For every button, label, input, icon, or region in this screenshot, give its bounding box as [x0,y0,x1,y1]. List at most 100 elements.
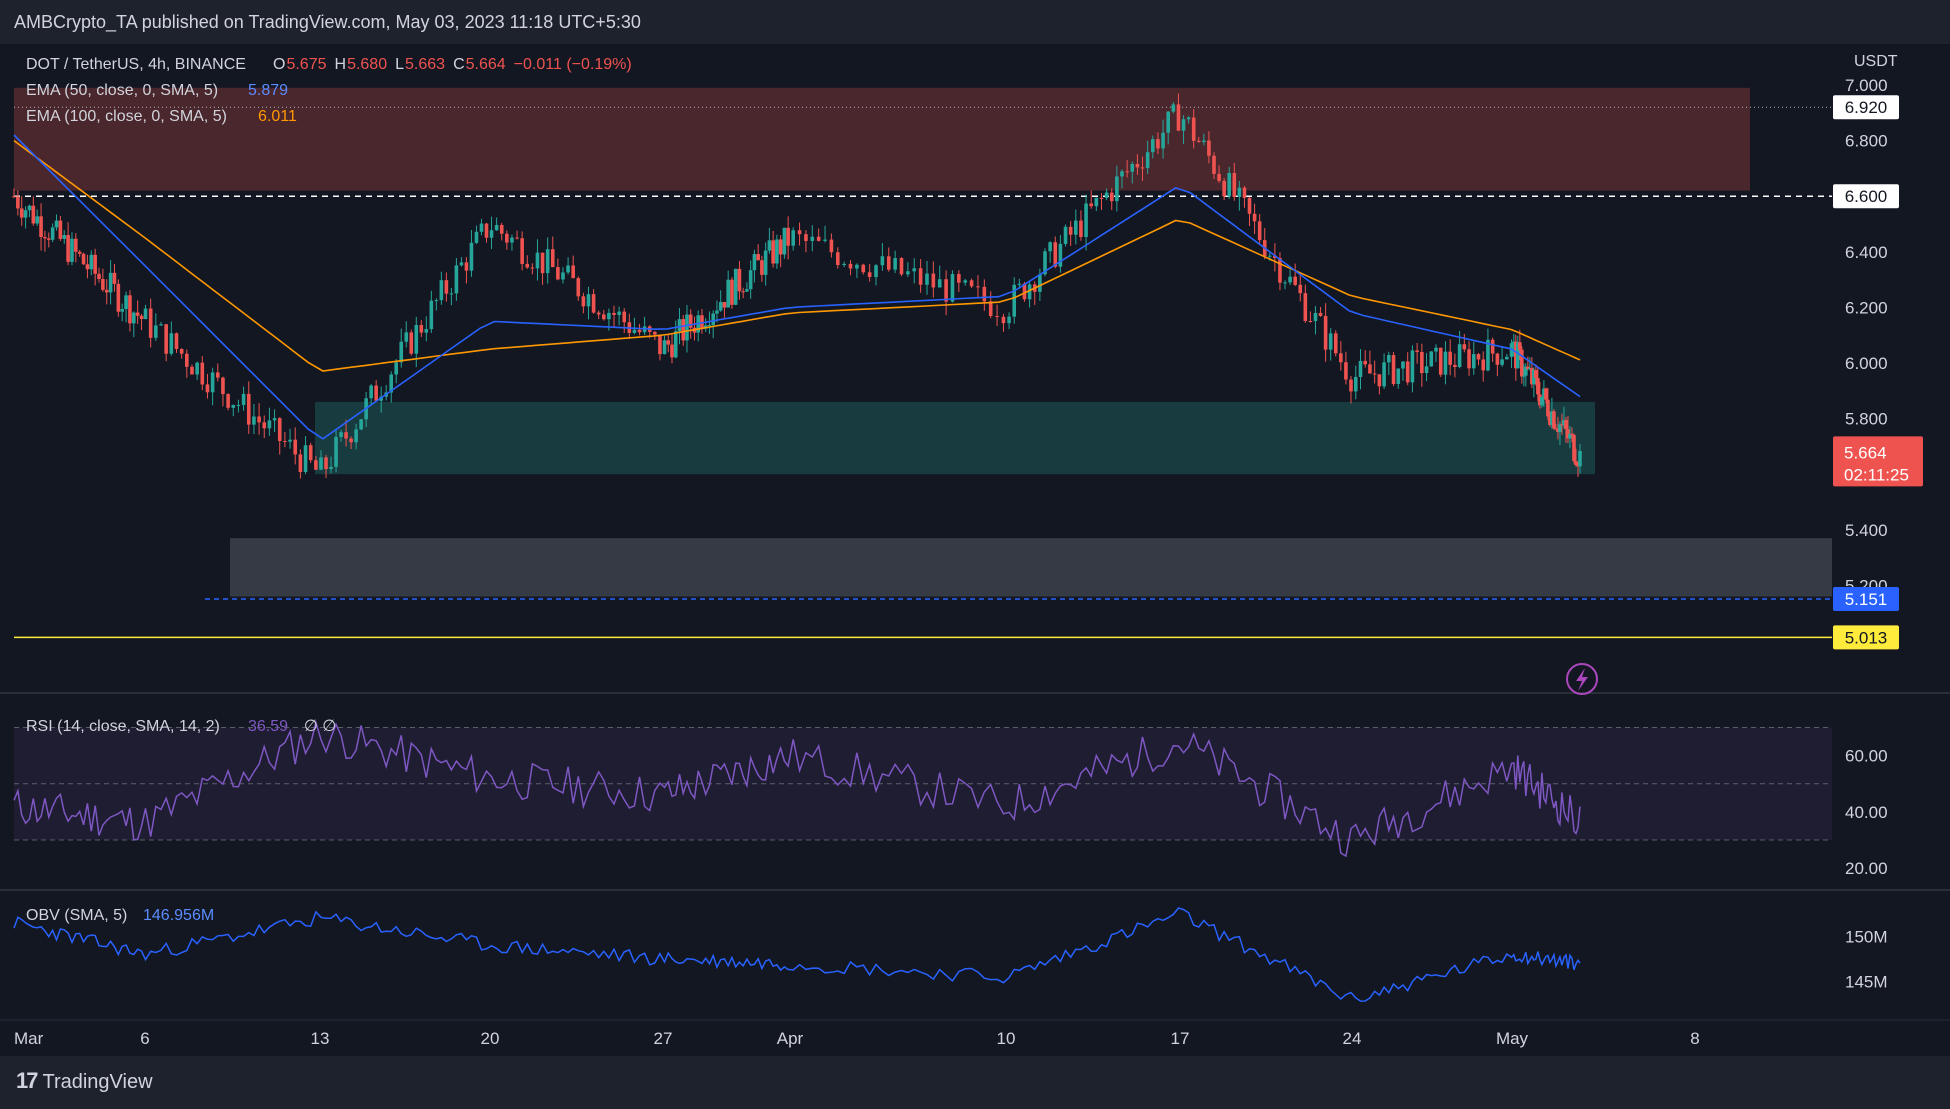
candle [419,325,424,333]
price-label-bg [1833,587,1899,612]
candle [339,432,343,437]
time-axis-label: Mar [14,1029,44,1048]
candle [374,385,378,401]
candle [1283,282,1287,284]
candle [252,416,256,425]
candle [711,313,716,325]
candle [1495,353,1500,365]
publish-header: AMBCrypto_TA published on TradingView.co… [0,0,1950,44]
candle [1462,344,1467,350]
candle [124,295,128,310]
candle [893,258,897,270]
rsi-label: RSI (14, close, SMA, 14, 2) [26,718,220,735]
candle [1368,364,1372,374]
candle [767,240,772,251]
candle [101,279,105,290]
candle [1572,434,1576,462]
candle [449,293,454,295]
candle [169,333,174,354]
candle [1528,368,1532,370]
candle [1476,354,1481,360]
rsi-tick: 60.00 [1845,747,1888,766]
candle [108,272,113,293]
legend-h: 5.680 [347,56,387,73]
candle [120,309,125,312]
legend-l-label: L [395,56,404,73]
candle [515,237,519,239]
candle [236,404,241,406]
publish-text: AMBCrypto_TA published on TradingView.co… [14,12,641,32]
candle [1548,416,1552,425]
candle [525,263,530,268]
candle [205,384,210,393]
candle [1176,104,1181,131]
candle [283,441,287,443]
candle [670,344,674,358]
candle [226,394,230,408]
price-tick: 6.200 [1845,298,1888,317]
candle [1156,139,1160,149]
candle [1353,376,1358,392]
candle [707,324,712,326]
candle [1237,187,1242,197]
candle [976,286,980,288]
candle [1550,411,1554,425]
candle [1500,359,1504,365]
candle [823,239,827,241]
candle [434,300,439,302]
candle [1140,167,1145,169]
candle [489,230,494,238]
candle [745,289,749,292]
tradingview-brand[interactable]: 17 TradingView [16,1068,153,1094]
candle [1443,351,1448,375]
candle [937,279,942,288]
candle [596,312,601,315]
candle [861,264,866,273]
price-axis-unit: USDT [1854,53,1898,70]
candle [66,235,70,262]
candle [314,460,318,470]
candle [1538,394,1542,406]
candle [143,308,148,320]
candle [1481,359,1486,371]
candle [369,385,373,399]
candle [718,302,723,311]
candle [855,264,859,269]
ema50-line [13,134,1581,440]
candle [791,230,795,246]
candle [12,196,16,198]
candle [842,263,846,265]
candle [1457,344,1462,367]
tradingview-logo-icon: 17 [16,1068,39,1093]
candle [139,315,144,320]
price-label: 6.600 [1845,187,1888,206]
legend-ema50: EMA (50, close, 0, SMA, 5) [26,82,218,99]
alert-lightning-icon [1566,663,1598,695]
candle [241,393,246,405]
price-tick: 5.400 [1845,521,1888,540]
candle [499,224,504,234]
obv-line [13,907,1581,1002]
candle [394,362,399,375]
candle [1516,342,1520,369]
price-label-bg [1833,95,1899,120]
candle [104,289,109,293]
price-tick: 6.400 [1845,243,1888,262]
time-axis-label: 20 [481,1029,500,1048]
candle [1560,424,1564,426]
candles-group [12,93,1582,479]
candle [359,419,363,430]
candle [464,262,469,271]
candle [591,294,596,313]
bar-countdown: 02:11:25 [1844,465,1909,484]
candle [257,416,261,423]
candle [389,374,394,393]
candle [454,265,459,294]
candle [1415,350,1419,352]
rsi-tick: 40.00 [1845,803,1888,822]
candle [1401,361,1405,369]
candle [848,263,853,269]
candle [1578,450,1582,467]
candle [424,329,429,333]
